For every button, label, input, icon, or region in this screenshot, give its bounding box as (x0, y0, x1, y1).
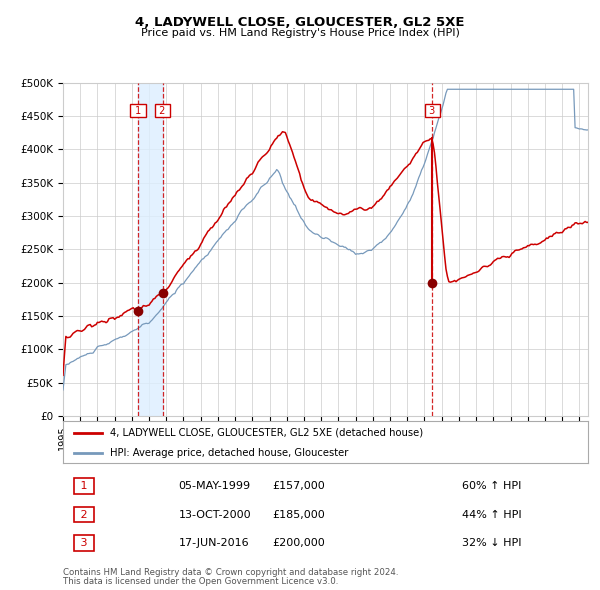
Text: 17-JUN-2016: 17-JUN-2016 (179, 538, 249, 548)
Text: 2: 2 (157, 106, 169, 116)
Text: 3: 3 (426, 106, 439, 116)
Text: 1: 1 (131, 106, 144, 116)
Text: 60% ↑ HPI: 60% ↑ HPI (462, 481, 521, 491)
Text: 4, LADYWELL CLOSE, GLOUCESTER, GL2 5XE: 4, LADYWELL CLOSE, GLOUCESTER, GL2 5XE (135, 16, 465, 29)
Text: HPI: Average price, detached house, Gloucester: HPI: Average price, detached house, Glou… (110, 448, 349, 457)
Bar (138, 83, 163, 416)
Text: 2: 2 (77, 510, 91, 520)
Text: £200,000: £200,000 (273, 538, 325, 548)
Text: This data is licensed under the Open Government Licence v3.0.: This data is licensed under the Open Gov… (63, 577, 338, 586)
Text: 3: 3 (77, 538, 91, 548)
Text: 4, LADYWELL CLOSE, GLOUCESTER, GL2 5XE (detached house): 4, LADYWELL CLOSE, GLOUCESTER, GL2 5XE (… (110, 428, 424, 438)
Text: 44% ↑ HPI: 44% ↑ HPI (462, 510, 521, 520)
Text: £157,000: £157,000 (273, 481, 325, 491)
Text: Price paid vs. HM Land Registry's House Price Index (HPI): Price paid vs. HM Land Registry's House … (140, 28, 460, 38)
Text: £185,000: £185,000 (273, 510, 325, 520)
Text: 32% ↓ HPI: 32% ↓ HPI (462, 538, 521, 548)
Text: 13-OCT-2000: 13-OCT-2000 (179, 510, 251, 520)
Text: Contains HM Land Registry data © Crown copyright and database right 2024.: Contains HM Land Registry data © Crown c… (63, 568, 398, 577)
Text: 1: 1 (77, 481, 91, 491)
Text: 05-MAY-1999: 05-MAY-1999 (179, 481, 251, 491)
